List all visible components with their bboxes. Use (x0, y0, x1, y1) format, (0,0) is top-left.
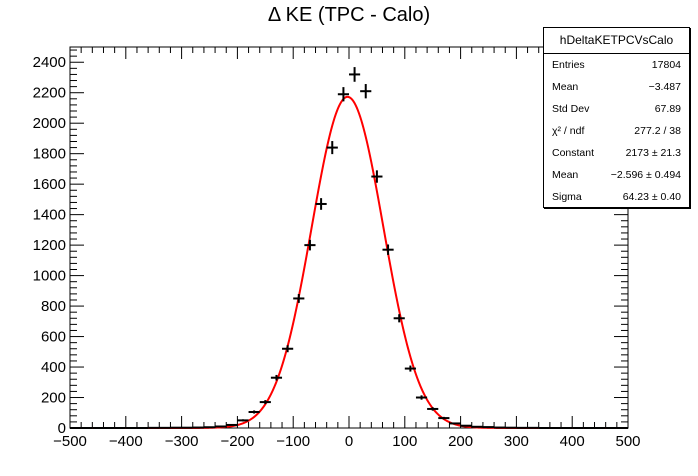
data-point (270, 374, 283, 381)
data-point (248, 410, 260, 414)
stats-value: −3.487 (648, 81, 681, 93)
data-point (337, 87, 349, 102)
x-tick-label: 500 (615, 433, 640, 450)
data-point (427, 407, 439, 411)
data-point (404, 365, 416, 372)
data-point (203, 426, 216, 429)
stats-row-sigma: Sigma 64.23 ± 0.40 (544, 186, 689, 208)
y-tick-label: 1200 (33, 237, 66, 254)
stats-value: 17804 (651, 59, 681, 71)
data-point (471, 425, 483, 428)
stats-value: −2.596 ± 0.494 (610, 169, 681, 181)
stats-row-chi2: χ² / ndf 277.2 / 38 (544, 120, 689, 142)
stats-box-name: hDeltaKETPCVsCalo (544, 28, 689, 54)
data-point (315, 198, 327, 210)
stats-value: 2173 ± 21.3 (625, 147, 681, 159)
y-tick-label: 1800 (33, 146, 66, 163)
x-tick-label: 200 (448, 433, 473, 450)
data-point (438, 416, 450, 420)
data-point (449, 422, 461, 425)
data-point (393, 314, 405, 323)
data-point (415, 395, 428, 400)
y-tick-label: 2000 (33, 115, 66, 132)
stats-key: Entries (552, 59, 585, 71)
data-point (293, 294, 305, 303)
y-tick-label: 800 (41, 298, 66, 315)
data-point (326, 141, 338, 155)
y-tick-label: 600 (41, 329, 66, 346)
data-point (304, 239, 316, 251)
stats-key: χ² / ndf (552, 125, 585, 137)
data-point (494, 426, 506, 429)
stats-row-constant: Constant 2173 ± 21.3 (544, 142, 689, 164)
data-point (371, 170, 383, 183)
stats-value: 277.2 / 38 (634, 125, 681, 137)
stats-row-fit-mean: Mean −2.596 ± 0.494 (544, 164, 689, 186)
stats-row-stddev: Std Dev 67.89 (544, 98, 689, 120)
data-point (192, 426, 204, 429)
stats-key: Std Dev (552, 103, 590, 115)
y-tick-label: 1600 (33, 176, 66, 193)
y-tick-label: 0 (58, 420, 66, 437)
x-tick-label: −300 (165, 433, 199, 450)
x-tick-label: 0 (345, 433, 353, 450)
data-point (382, 244, 394, 255)
x-tick-label: 100 (392, 433, 417, 450)
stats-key: Mean (552, 169, 579, 181)
y-tick-label: 200 (41, 390, 66, 407)
x-tick-label: 400 (560, 433, 585, 450)
y-tick-label: 1000 (33, 268, 66, 285)
stats-row-entries: Entries 17804 (544, 54, 689, 76)
x-tick-label: 300 (504, 433, 529, 450)
data-point (460, 424, 472, 427)
stats-key: Mean (552, 81, 579, 93)
stats-row-mean: Mean −3.487 (544, 76, 689, 98)
data-point (282, 345, 294, 353)
data-point (215, 425, 227, 428)
stats-key: Constant (552, 147, 595, 159)
data-point (226, 423, 238, 426)
data-point (360, 84, 372, 99)
y-tick-label: 1400 (33, 207, 66, 224)
stats-value: 67.89 (654, 103, 681, 115)
y-tick-label: 2400 (33, 54, 66, 71)
data-point (482, 426, 495, 429)
data-point (349, 67, 361, 82)
stats-key: Sigma (552, 191, 582, 203)
data-point (237, 419, 249, 422)
stats-box: hDeltaKETPCVsCalo Entries 17804 Mean −3.48… (543, 27, 690, 208)
y-tick-label: 2200 (33, 85, 66, 102)
chart-title: Δ KE (TPC - Calo) (267, 4, 431, 26)
x-tick-label: −100 (276, 433, 310, 450)
x-tick-label: −500 (53, 433, 87, 450)
stats-value: 64.23 ± 0.40 (622, 191, 681, 203)
x-tick-label: −400 (109, 433, 143, 450)
data-point (259, 400, 271, 405)
y-tick-label: 400 (41, 359, 66, 376)
x-tick-label: −200 (221, 433, 255, 450)
